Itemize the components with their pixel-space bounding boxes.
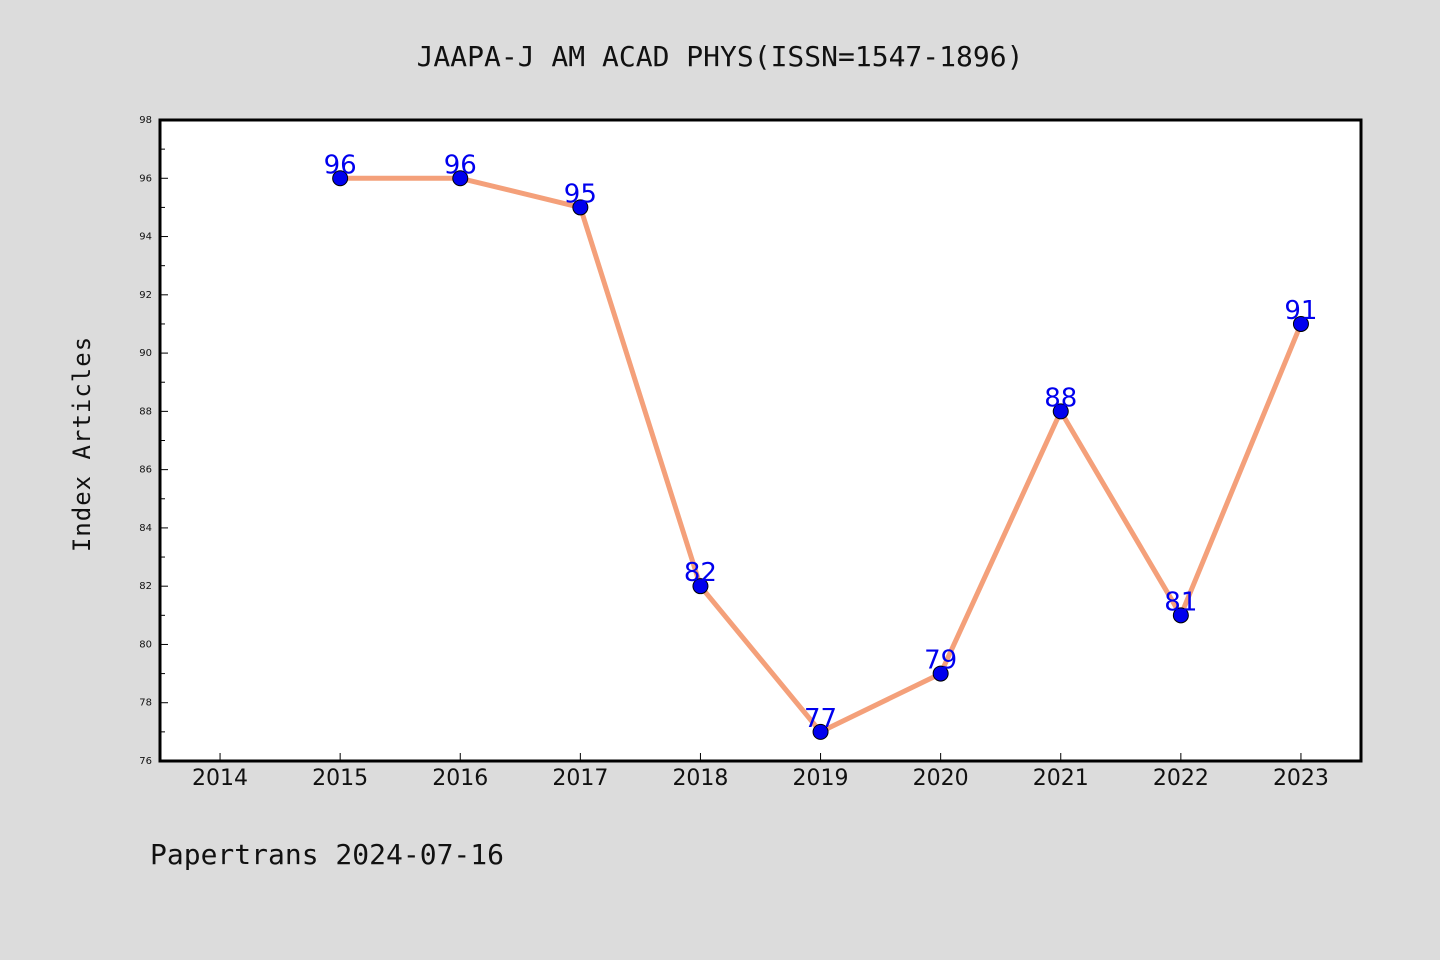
data-point-marker [932,665,949,682]
y-tick-label: 80 [139,639,152,650]
x-tick-label: 2017 [552,766,608,791]
y-axis-ticks: 76 78 80 82 84 86 88 90 92 94 96 98 [139,115,168,767]
y-tick-label: 84 [139,523,152,534]
footer-source-date: Papertrans 2024-07-16 [150,838,504,871]
series-line-layer: 96 96 95 82 77 79 88 81 91 [324,150,1317,740]
y-axis-label: Index Articles [68,336,96,552]
data-point-marker [692,578,709,595]
y-tick-label: 76 [139,756,152,767]
y-tick-label: 92 [139,290,152,301]
data-point-label: 81 [1164,587,1197,617]
chart-title: JAAPA-J AM ACAD PHYS(ISSN=1547-1896) [417,40,1024,73]
data-point-marker [452,170,469,187]
y-tick-label: 90 [139,348,152,359]
x-axis-ticks: 2014 2015 2016 2017 2018 2019 2020 2021 2022 2023 [192,753,1329,791]
x-tick-label: 2018 [672,766,728,791]
plot-area [158,118,1363,763]
y-tick-label: 94 [139,232,152,243]
x-tick-label: 2014 [192,766,248,791]
data-point-label: 96 [324,150,357,180]
y-tick-label: 96 [139,173,152,184]
data-point-marker [1292,315,1309,332]
y-tick-label: 86 [139,465,152,476]
data-point-label: 82 [684,558,717,588]
data-point-label: 91 [1284,296,1317,326]
data-point-marker [1172,607,1189,624]
data-point-label: 88 [1044,383,1077,413]
y-tick-label: 82 [139,581,152,592]
data-point-label: 77 [804,704,837,734]
data-point-marker [812,723,829,740]
data-point-label: 95 [564,179,597,209]
x-tick-label: 2023 [1273,766,1329,791]
data-point-marker [332,170,349,187]
data-point-marker [572,199,589,216]
x-tick-label: 2020 [913,766,969,791]
y-tick-label: 88 [139,406,152,417]
x-tick-label: 2021 [1033,766,1089,791]
data-point-marker [1052,403,1069,420]
x-tick-label: 2016 [432,766,488,791]
y-tick-label: 78 [139,698,152,709]
x-tick-label: 2015 [312,766,368,791]
data-point-label: 79 [924,646,957,676]
data-point-label: 96 [444,150,477,180]
x-tick-label: 2022 [1153,766,1209,791]
y-tick-label: 98 [139,115,152,126]
x-tick-label: 2019 [793,766,849,791]
